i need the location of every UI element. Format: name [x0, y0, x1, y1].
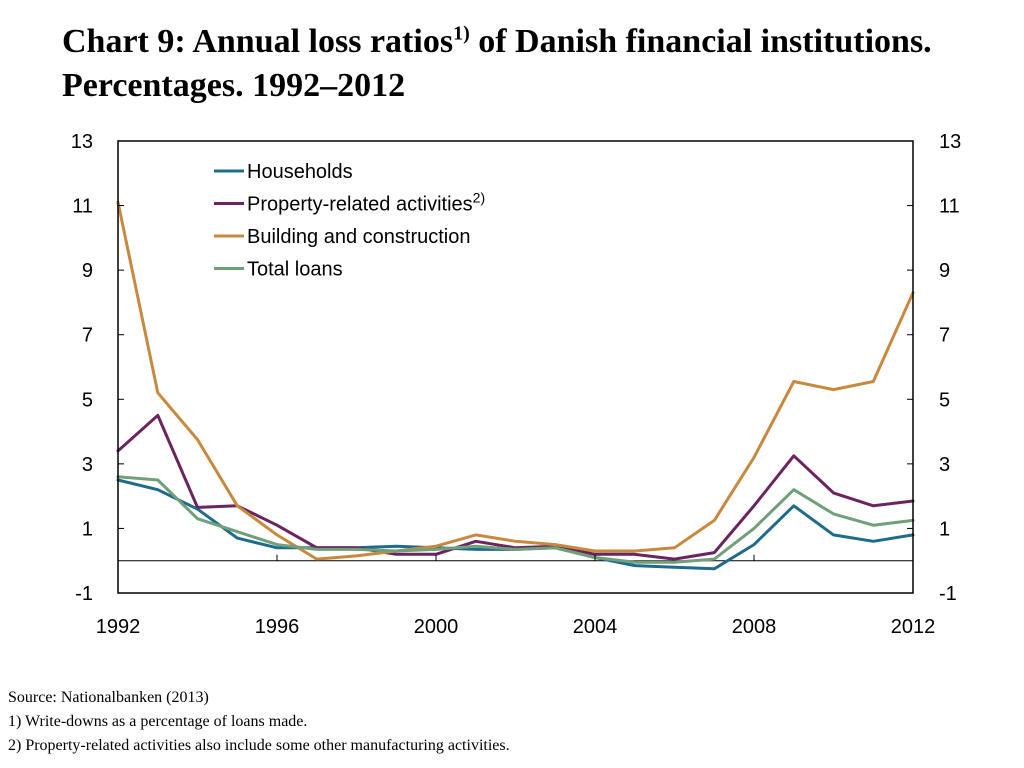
- footnote-2: 2) Property-related activities also incl…: [8, 737, 510, 754]
- legend-label-households: Households: [247, 161, 353, 183]
- plot-frame: [117, 140, 914, 594]
- x-tick-label: 1996: [255, 616, 300, 638]
- y-tick-label-left: 9: [82, 260, 93, 282]
- y-tick-label-right: 11: [939, 196, 960, 218]
- legend-label-total-loans: Total loans: [247, 259, 343, 281]
- footnotes: Source: Nationalbanken (2013) 1) Write-d…: [8, 686, 510, 758]
- chart-title: Chart 9: Annual loss ratios1) of Danish …: [62, 20, 962, 108]
- x-tick-label: 2004: [573, 616, 618, 638]
- legend-label-property-related-activities: Property-related activities2): [247, 190, 485, 216]
- legend-footnote-mark: 2): [473, 190, 485, 206]
- y-tick-label-left: 7: [82, 325, 93, 347]
- x-tick-label: 2012: [891, 616, 936, 638]
- y-tick-label-right: -1: [939, 583, 957, 605]
- y-tick-label-right: 1: [939, 518, 950, 540]
- y-tick-label-right: 3: [939, 454, 950, 476]
- series-line-total-loans: [116, 475, 915, 564]
- y-tick-label-right: 13: [939, 131, 961, 153]
- series-line-building-and-construction: [116, 200, 915, 561]
- series-line-households: [116, 478, 915, 571]
- y-tick-label-left: 1: [82, 518, 93, 540]
- chart-title-rest: of Danish financial institutions. Percen…: [62, 23, 932, 104]
- chart-title-footnote-mark: 1): [453, 22, 470, 45]
- chart-title-main: Chart 9: Annual loss ratios: [62, 23, 454, 60]
- y-tick-label-left: 5: [82, 389, 93, 411]
- y-tick-label-left: 13: [71, 131, 93, 153]
- y-tick-label-left: -1: [75, 583, 93, 605]
- source-note: Source: Nationalbanken (2013): [8, 689, 209, 706]
- x-tick-label: 2008: [732, 616, 777, 638]
- y-tick-label-right: 9: [939, 260, 950, 282]
- y-tick-label-left: 3: [82, 454, 93, 476]
- legend-label-building-and-construction: Building and construction: [247, 226, 470, 248]
- y-tick-label-left: 11: [72, 196, 93, 218]
- x-tick-label: 2000: [414, 616, 459, 638]
- series-line-property-related-activities: [116, 413, 915, 561]
- y-tick-label-right: 5: [939, 389, 950, 411]
- footnote-1: 1) Write-downs as a percentage of loans …: [8, 713, 308, 730]
- y-tick-label-right: 7: [939, 325, 950, 347]
- x-tick-label: 1992: [96, 616, 141, 638]
